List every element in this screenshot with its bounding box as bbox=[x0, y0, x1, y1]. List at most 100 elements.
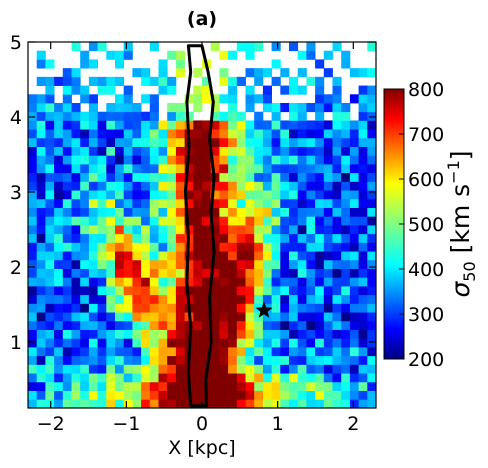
heatmap-cell bbox=[115, 190, 125, 200]
heatmap-cell bbox=[323, 381, 333, 391]
heatmap-cell bbox=[332, 268, 342, 278]
heatmap-cell bbox=[254, 207, 264, 217]
heatmap-cell bbox=[193, 268, 203, 278]
heatmap-cell bbox=[306, 347, 316, 357]
heatmap-cell bbox=[167, 198, 177, 208]
heatmap-cell bbox=[341, 277, 351, 287]
heatmap-cell bbox=[175, 364, 185, 374]
heatmap-cell bbox=[132, 68, 142, 78]
heatmap-cell bbox=[315, 76, 325, 86]
heatmap-cell bbox=[323, 216, 333, 226]
heatmap-cell bbox=[149, 338, 159, 348]
heatmap-cell bbox=[236, 198, 246, 208]
heatmap-cell bbox=[323, 347, 333, 357]
heatmap-cell bbox=[349, 364, 359, 374]
heatmap-cell bbox=[245, 42, 255, 52]
heatmap-cell bbox=[202, 120, 212, 130]
heatmap-cell bbox=[332, 207, 342, 217]
heatmap-cell bbox=[167, 233, 177, 243]
heatmap-cell bbox=[245, 137, 255, 147]
heatmap-cell bbox=[193, 355, 203, 365]
heatmap-cell bbox=[45, 277, 55, 287]
heatmap-cell bbox=[323, 233, 333, 243]
heatmap-cell bbox=[236, 294, 246, 304]
heatmap-cell bbox=[323, 303, 333, 313]
heatmap-cell bbox=[323, 137, 333, 147]
heatmap-cell bbox=[175, 155, 185, 165]
heatmap-cell bbox=[254, 225, 264, 235]
heatmap-cell bbox=[123, 94, 133, 104]
heatmap-cell bbox=[132, 268, 142, 278]
heatmap-cell bbox=[28, 259, 38, 269]
heatmap-cell bbox=[132, 251, 142, 261]
heatmap-cell bbox=[202, 76, 212, 86]
heatmap-cell bbox=[297, 381, 307, 391]
heatmap-cell bbox=[115, 172, 125, 182]
heatmap-cell bbox=[175, 242, 185, 252]
heatmap-cell bbox=[228, 233, 238, 243]
heatmap-cell bbox=[71, 42, 81, 52]
heatmap-cell bbox=[306, 277, 316, 287]
heatmap-cell bbox=[115, 120, 125, 130]
heatmap-cell bbox=[349, 242, 359, 252]
heatmap-cell bbox=[62, 355, 72, 365]
heatmap-cell bbox=[71, 320, 81, 330]
heatmap-cell bbox=[289, 164, 299, 174]
heatmap-cell bbox=[158, 303, 168, 313]
heatmap-cell bbox=[315, 286, 325, 296]
heatmap-cell bbox=[193, 399, 203, 409]
heatmap-cell bbox=[289, 303, 299, 313]
heatmap-cell bbox=[123, 155, 133, 165]
heatmap-cell bbox=[141, 172, 151, 182]
heatmap-cell bbox=[349, 68, 359, 78]
heatmap-cell bbox=[132, 347, 142, 357]
heatmap-cell bbox=[193, 120, 203, 130]
heatmap-cell bbox=[219, 390, 229, 400]
heatmap-cell bbox=[341, 347, 351, 357]
heatmap-cell bbox=[202, 303, 212, 313]
heatmap-cell bbox=[71, 373, 81, 383]
heatmap-cell bbox=[54, 303, 64, 313]
heatmap-cells bbox=[28, 42, 377, 409]
heatmap-cell bbox=[262, 155, 272, 165]
heatmap-cell bbox=[315, 259, 325, 269]
heatmap-cell bbox=[323, 259, 333, 269]
heatmap-cell bbox=[149, 329, 159, 339]
heatmap-cell bbox=[349, 146, 359, 156]
heatmap-cell bbox=[158, 277, 168, 287]
heatmap-cell bbox=[228, 225, 238, 235]
heatmap-cell bbox=[289, 172, 299, 182]
heatmap-cell bbox=[45, 164, 55, 174]
heatmap-cell bbox=[62, 198, 72, 208]
heatmap-cell bbox=[289, 198, 299, 208]
heatmap-cell bbox=[297, 85, 307, 95]
heatmap-cell bbox=[158, 137, 168, 147]
heatmap-cell bbox=[115, 137, 125, 147]
heatmap-cell bbox=[106, 216, 116, 226]
heatmap-cell bbox=[315, 329, 325, 339]
heatmap-cell bbox=[219, 338, 229, 348]
heatmap-cell bbox=[262, 181, 272, 191]
heatmap-cell bbox=[97, 155, 107, 165]
heatmap-cell bbox=[341, 251, 351, 261]
heatmap-cell bbox=[202, 259, 212, 269]
heatmap-cell bbox=[280, 338, 290, 348]
heatmap-cell bbox=[123, 242, 133, 252]
heatmap-cell bbox=[341, 329, 351, 339]
heatmap-cell bbox=[88, 137, 98, 147]
heatmap-cell bbox=[271, 338, 281, 348]
heatmap-cell bbox=[254, 129, 264, 139]
heatmap-cell bbox=[149, 251, 159, 261]
heatmap-cell bbox=[106, 111, 116, 121]
heatmap-cell bbox=[141, 137, 151, 147]
heatmap-cell bbox=[280, 181, 290, 191]
heatmap-cell bbox=[123, 381, 133, 391]
heatmap-cell bbox=[297, 137, 307, 147]
heatmap-cell bbox=[297, 146, 307, 156]
x-tick-label: −1 bbox=[112, 413, 140, 435]
heatmap-cell bbox=[28, 94, 38, 104]
heatmap-cell bbox=[341, 155, 351, 165]
heatmap-cell bbox=[158, 347, 168, 357]
heatmap-cell bbox=[123, 373, 133, 383]
